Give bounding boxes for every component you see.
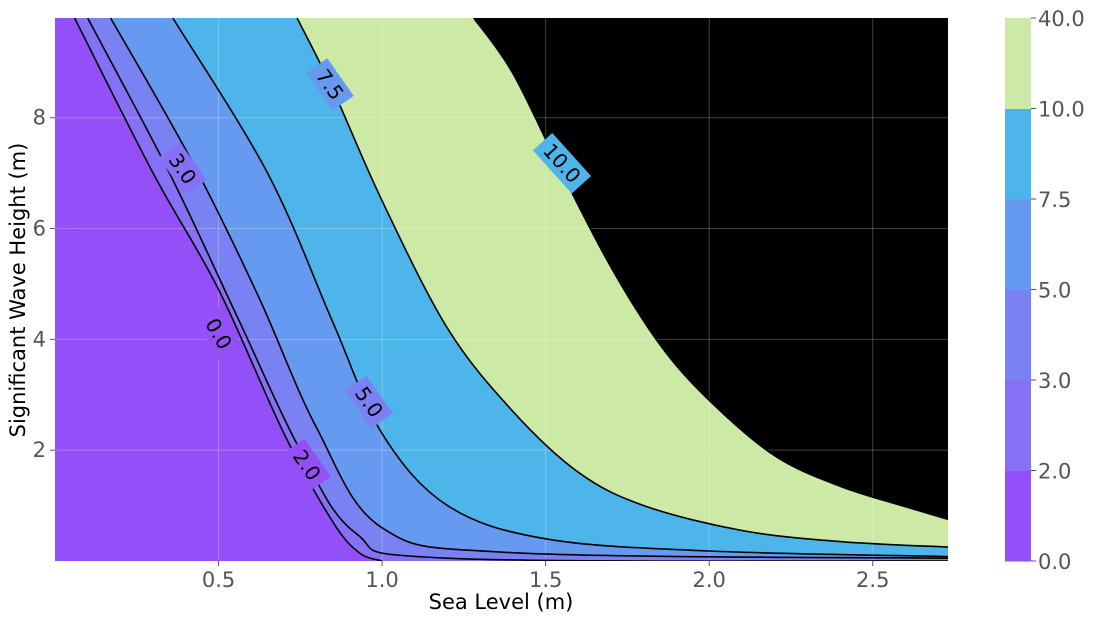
contour-label-gap-3.0 bbox=[158, 142, 207, 195]
colorbar-tick-label-2.0: 2.0 bbox=[1038, 460, 1071, 484]
contour-label-gap-5.0 bbox=[345, 375, 393, 429]
contour-line-0.0 bbox=[73, 18, 383, 561]
colorbar-segment-3.0-5.0 bbox=[1005, 289, 1031, 381]
contour-label-gap-2.0 bbox=[283, 438, 331, 492]
colorbar-tick-label-0.0: 0.0 bbox=[1038, 550, 1071, 574]
y-tick-label-8: 8 bbox=[33, 106, 46, 130]
contour-line-7.5 bbox=[296, 18, 948, 548]
colorbar-segment-0.0-2.0 bbox=[1005, 470, 1031, 562]
y-axis: 2 4 6 8 bbox=[33, 106, 55, 462]
contour-line-10.0 bbox=[473, 18, 948, 521]
contour-line-5.0 bbox=[172, 18, 948, 558]
x-axis: 0.5 1.0 1.5 2.0 2.5 bbox=[202, 561, 889, 592]
contour-label-gap-7.5 bbox=[305, 58, 354, 111]
contour-bands bbox=[74, 18, 948, 561]
contour-label-gap-0.0 bbox=[195, 307, 242, 361]
x-tick-label-1.0: 1.0 bbox=[365, 568, 398, 592]
colorbar-tick-label-3.0: 3.0 bbox=[1038, 369, 1071, 393]
colorbar-tick-label-5.0: 5.0 bbox=[1038, 279, 1071, 303]
y-tick-label-2: 2 bbox=[33, 438, 46, 462]
y-tick-label-4: 4 bbox=[33, 327, 46, 351]
x-tick-label-1.5: 1.5 bbox=[529, 568, 562, 592]
plot-area: 0.02.03.05.07.510.0 bbox=[55, 18, 948, 561]
colorbar-segment-10.0-40.0 bbox=[1005, 18, 1031, 109]
colorbar-segment-5.0-7.5 bbox=[1005, 199, 1031, 290]
x-axis-title: Sea Level (m) bbox=[429, 590, 574, 614]
y-axis-title: Significant Wave Height (m) bbox=[6, 143, 30, 438]
x-tick-label-2.0: 2.0 bbox=[693, 568, 726, 592]
colorbar: 0.0 2.0 3.0 5.0 7.5 10.0 40.0 bbox=[1005, 7, 1085, 574]
contour-label-group-10.0: 10.0 bbox=[532, 132, 592, 194]
x-tick-label-2.5: 2.5 bbox=[856, 568, 889, 592]
colorbar-tick-label-7.5: 7.5 bbox=[1038, 188, 1071, 212]
y-tick-label-6: 6 bbox=[33, 217, 46, 241]
colorbar-segment-2.0-3.0 bbox=[1005, 380, 1031, 471]
colorbar-segment-7.5-10.0 bbox=[1005, 108, 1031, 200]
colorbar-tick-label-40.0: 40.0 bbox=[1038, 7, 1085, 31]
x-tick-label-0.5: 0.5 bbox=[202, 568, 235, 592]
contour-band-10.0 bbox=[473, 18, 948, 520]
colorbar-tick-label-10.0: 10.0 bbox=[1038, 98, 1085, 122]
contour-label-gap-10.0 bbox=[532, 132, 592, 194]
